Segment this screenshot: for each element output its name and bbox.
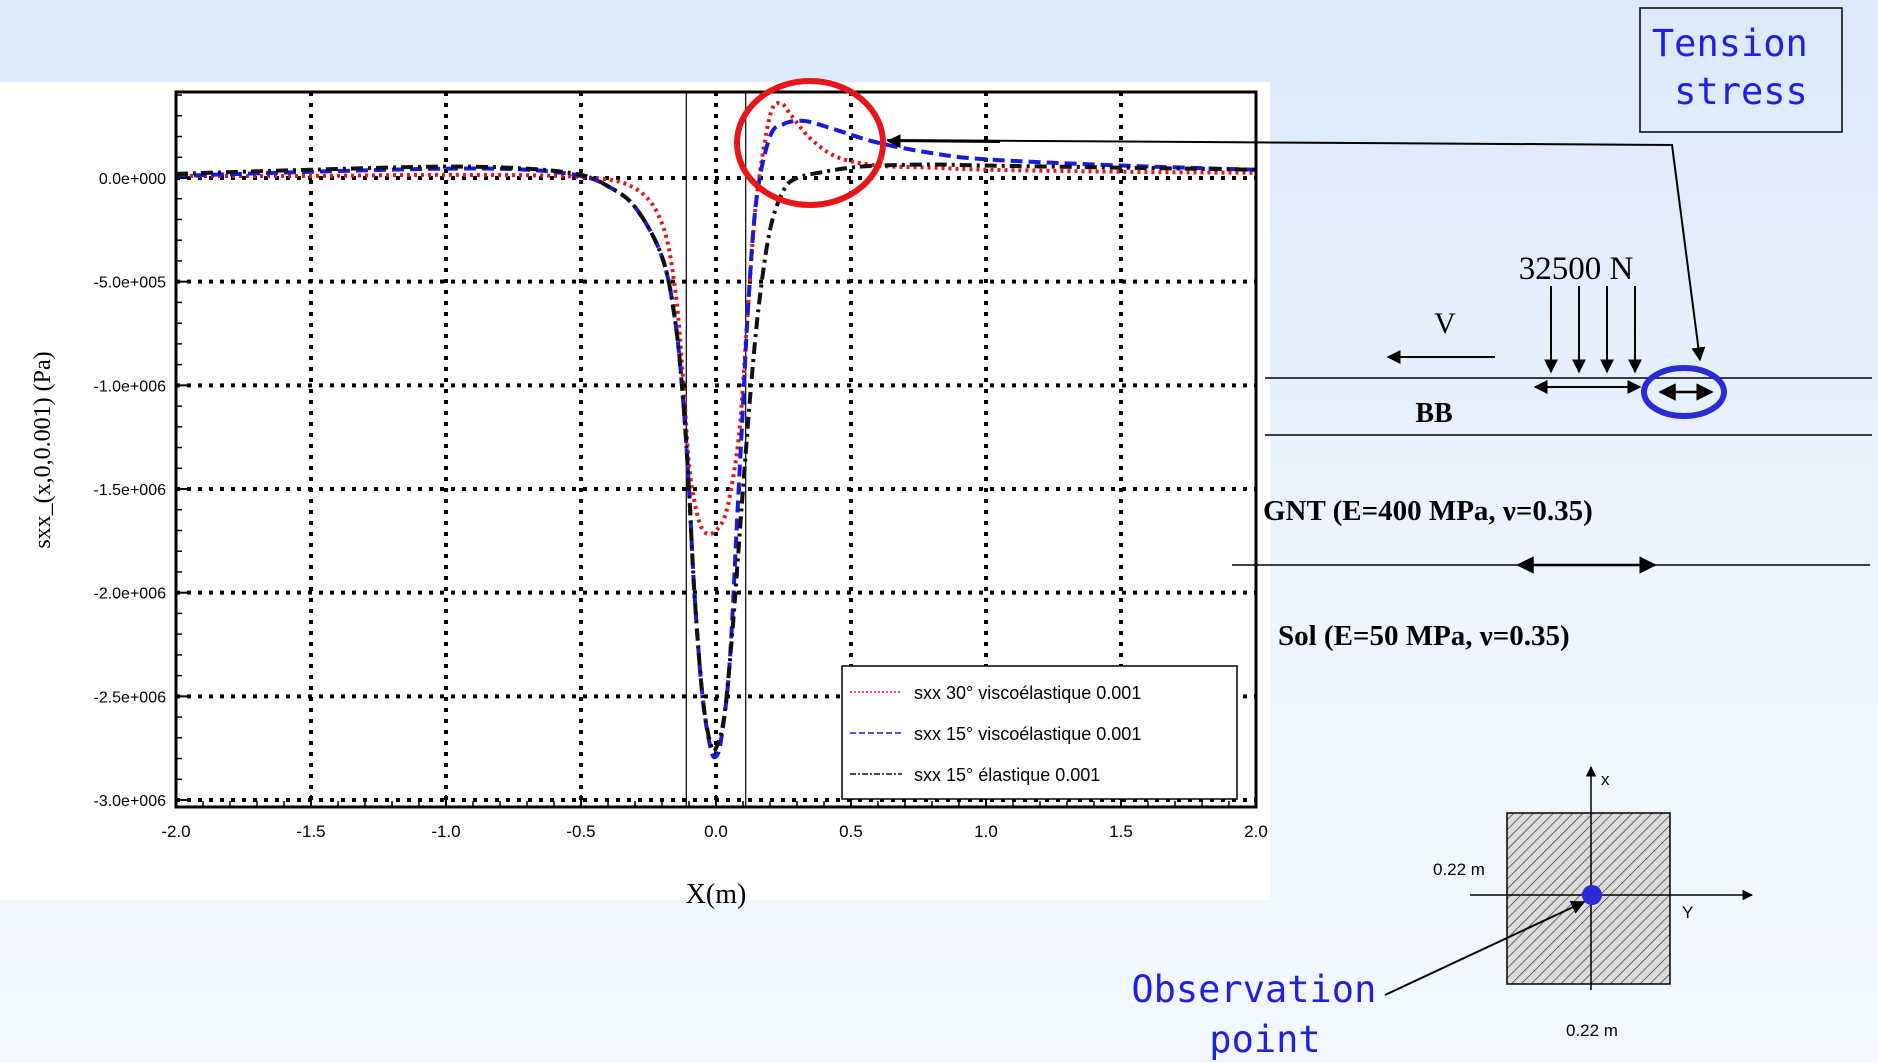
- tension-pointer-chart-arrow: [886, 134, 1001, 149]
- layer-gnt-label: GNT (E=400 MPa, ν=0.35): [1263, 495, 1593, 527]
- x-tick-label: -1.0: [431, 822, 460, 841]
- y-tick-label: -1.5e+006: [93, 482, 166, 499]
- section-dim-vertical-label: 0.22 m: [1433, 860, 1485, 879]
- observation-point-dot: [1582, 885, 1602, 905]
- y-tick-label: 0.0e+000: [99, 171, 166, 188]
- section-dim-horizontal-label: 0.22 m: [1566, 1021, 1618, 1040]
- y-tick-label: -2.0e+006: [93, 586, 166, 603]
- tension-stress-box: [1639, 7, 1843, 133]
- chart-tick-labels: -2.0 -1.5 -1.0 -0.5 0.0 0.5 1.0 1.5 2.0 0.0e+000 -…: [93, 171, 1267, 841]
- x-tick-label: -0.5: [566, 822, 595, 841]
- tension-stress-label: Tension stress: [1652, 22, 1830, 113]
- load-label: 32500 N: [1519, 251, 1634, 287]
- legend-label-series-1: sxx 30° viscoélastique 0.001: [914, 683, 1141, 703]
- chart: -2.0 -1.5 -1.0 -0.5 0.0 0.5 1.0 1.5 2.0 0.0e+000 -…: [0, 78, 1270, 910]
- chart-series: [175, 101, 1257, 760]
- x-tick-label: -2.0: [161, 822, 190, 841]
- observation-pointer-line: [1384, 900, 1586, 996]
- legend-label-series-2: sxx 15° viscoélastique 0.001: [914, 724, 1141, 744]
- y-tick-label: -5.0e+005: [93, 275, 166, 292]
- x-tick-label: 2.0: [1244, 822, 1268, 841]
- x-tick-label: 0.5: [839, 822, 863, 841]
- observation-point-label: Observation point: [1131, 968, 1398, 1061]
- observation-highlight-circle: [1641, 365, 1727, 419]
- velocity-label: V: [1434, 307, 1456, 340]
- section-axis-y-label: Y: [1682, 903, 1693, 922]
- y-axis-label: sxx_(x,0,0.001) (Pa): [30, 351, 56, 548]
- layer-bb-label: BB: [1415, 398, 1452, 429]
- x-tick-label: 0.0: [704, 822, 728, 841]
- series-line-2: [175, 118, 1257, 760]
- cross-section: x Y 0.22 m 0.22 m: [1384, 765, 1754, 1040]
- x-tick-label: -1.5: [296, 822, 325, 841]
- legend-box: [841, 665, 1238, 800]
- x-axis-label: X(m): [686, 879, 747, 910]
- x-tick-label: 1.0: [974, 822, 998, 841]
- chart-ticks: [175, 94, 1257, 807]
- legend: sxx 30° viscoélastique 0.001 sxx 15° vis…: [841, 665, 1238, 800]
- legend-label-series-3: sxx 15° élastique 0.001: [914, 765, 1100, 785]
- tension-pointer-arrow: [886, 139, 1706, 362]
- x-tick-label: 1.5: [1109, 822, 1133, 841]
- pavement-schematic: 32500 N V BB GNT (E=400 MPa, ν=0.35) Sol…: [1232, 251, 1872, 652]
- layer-sol-label: Sol (E=50 MPa, ν=0.35): [1278, 620, 1570, 652]
- y-tick-label: -1.0e+006: [93, 378, 166, 395]
- y-tick-label: -2.5e+006: [93, 689, 166, 706]
- y-tick-label: -3.0e+006: [93, 793, 166, 810]
- series-line-1: [175, 101, 1257, 537]
- tension-highlight-circle: [734, 78, 886, 208]
- section-axis-x-label: x: [1601, 770, 1610, 789]
